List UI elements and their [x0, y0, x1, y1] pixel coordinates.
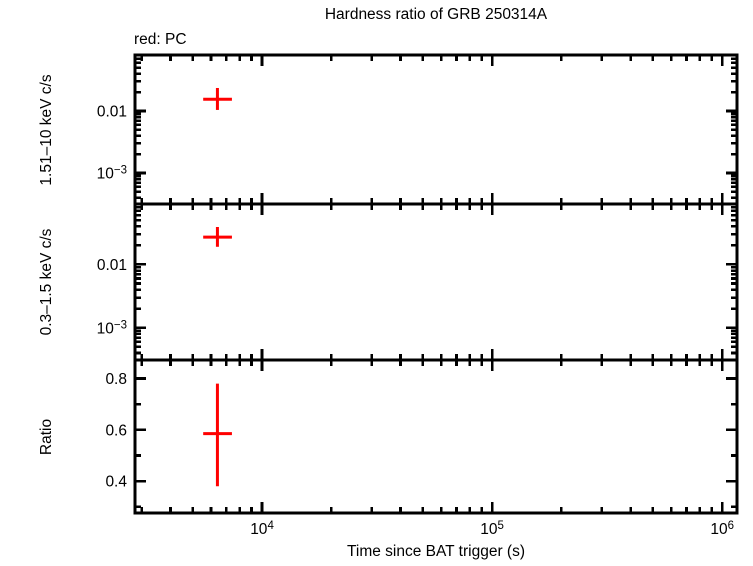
panel-frame-hard-rate: [133, 53, 739, 206]
x-tick-label: 105: [480, 520, 504, 538]
legend-mode-label: red: PC: [134, 31, 187, 48]
data-point-ratio: [203, 383, 232, 487]
y-tick-label-soft-rate: 0.01: [97, 257, 127, 274]
y-tick-label-ratio: 0.6: [105, 422, 127, 439]
x-axis-label: Time since BAT trigger (s): [346, 543, 525, 560]
panel-ratio: 0.4 0.6 0.8: [105, 358, 739, 515]
y-ticks-soft-rate: [135, 205, 737, 355]
panel-soft-rate: 0.01 10−3: [97, 202, 739, 362]
data-point-hard-rate: [203, 87, 232, 110]
y-ticks-ratio: [135, 377, 737, 509]
y-tick-label-ratio: 0.8: [105, 371, 127, 388]
x-tick-label: 106: [710, 520, 734, 538]
panel-frame-ratio: [133, 358, 739, 515]
y-tick-label-hard-rate: 10−3: [97, 164, 127, 182]
panel-hard-rate: 0.01 10−3: [97, 53, 739, 206]
chart-title: Hardness ratio of GRB 250314A: [324, 6, 548, 23]
y-tick-label-hard-rate: 0.01: [97, 103, 127, 120]
x-tick-label: 104: [250, 520, 274, 538]
y-tick-label-soft-rate: 10−3: [97, 319, 127, 337]
panel-frame-soft-rate: [133, 202, 739, 362]
x-ticks-hard-rate: [140, 55, 724, 204]
y-ticks-hard-rate: [135, 57, 737, 199]
x-ticks-soft-rate: [140, 204, 724, 360]
data-point-soft-rate: [203, 227, 232, 247]
x-ticks-ratio: [140, 360, 724, 513]
y-axis-label-ratio: Ratio: [38, 418, 55, 456]
y-tick-label-ratio: 0.4: [105, 474, 127, 491]
